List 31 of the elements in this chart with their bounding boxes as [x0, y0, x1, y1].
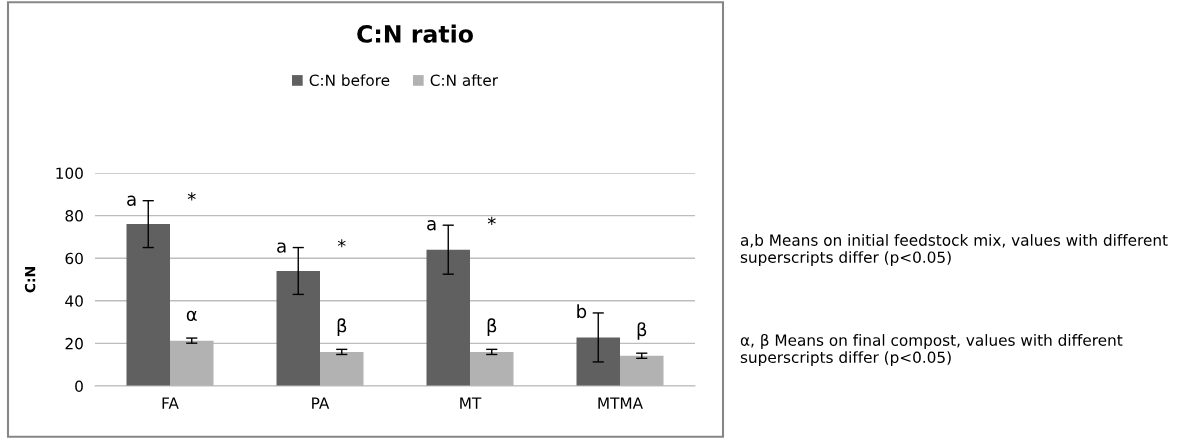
- annotation: *: [487, 216, 496, 225]
- annotation: b: [577, 304, 587, 319]
- annotation: β: [337, 318, 347, 336]
- annotation: β: [637, 322, 647, 340]
- annotation: a: [277, 242, 286, 253]
- x-tick-label: PA: [312, 397, 330, 409]
- bar: [126, 224, 170, 386]
- legend-label: C:N before: [309, 74, 390, 86]
- bar: [426, 249, 470, 386]
- x-tick-label: MTMA: [598, 397, 643, 409]
- x-tick-label: FA: [162, 397, 179, 409]
- legend-label: C:N after: [430, 74, 499, 86]
- annotation: *: [337, 239, 346, 248]
- y-axis-title: C:N: [24, 267, 36, 293]
- x-tick-label: MT: [460, 397, 482, 409]
- bar: [276, 270, 320, 386]
- y-tick-label: 40: [65, 295, 83, 307]
- annotation: α: [186, 310, 197, 322]
- annotation: β: [487, 318, 497, 336]
- annotation: *: [187, 192, 196, 201]
- y-tick-label: 20: [65, 337, 83, 350]
- annotation: a: [427, 220, 436, 231]
- y-tick-label: 100: [56, 167, 83, 180]
- y-tick-label: 60: [65, 252, 83, 265]
- y-tick-label: 80: [65, 210, 83, 222]
- text: a,b Means on initial feedstock mix, values with different superscripts differ (p<0.05): [740, 234, 1168, 266]
- y-tick-label: 0: [75, 380, 83, 393]
- chart-title: C:N ratio: [357, 24, 473, 43]
- annotation: a: [127, 195, 136, 206]
- text: α, β Means on final compost, values with different superscripts differ (p<0.05): [740, 334, 1123, 366]
- bar: [576, 337, 620, 386]
